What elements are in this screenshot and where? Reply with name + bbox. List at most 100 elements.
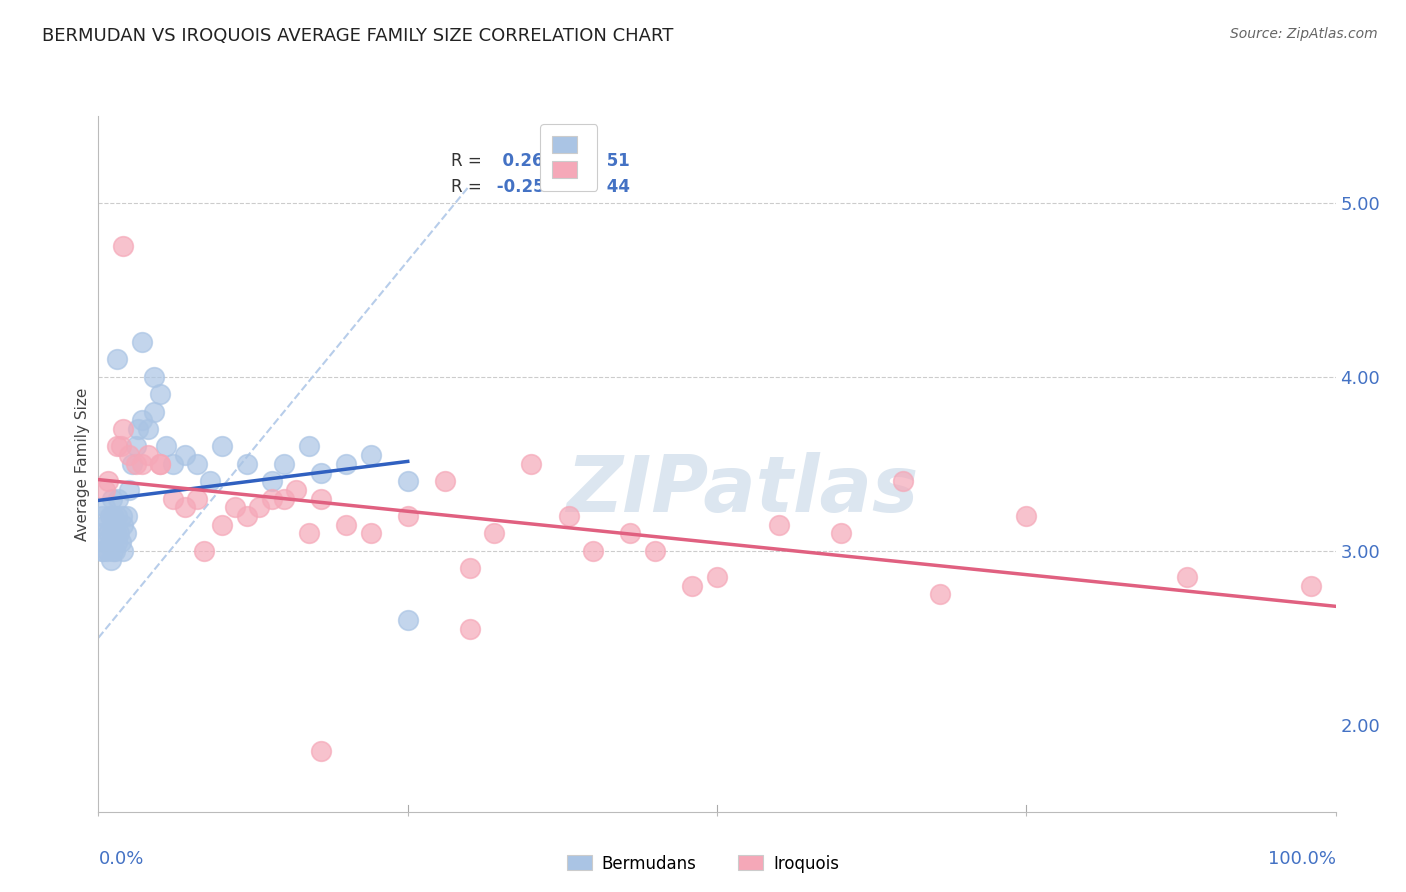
Point (198, 475, 221, 489)
Point (110, 440, 132, 454)
Point (706, 570, 728, 584)
Point (335, 517, 357, 532)
Point (127, 422, 149, 436)
Y-axis label: Average Family Size: Average Family Size (75, 387, 90, 541)
Point (91, 508, 114, 523)
Point (149, 457, 172, 471)
Point (93, 500, 115, 515)
Point (644, 544, 666, 558)
Text: 100.0%: 100.0% (1268, 850, 1336, 868)
Point (93, 517, 115, 532)
Point (100, 552, 122, 566)
Point (93, 544, 115, 558)
Point (260, 491, 283, 506)
Text: Source: ZipAtlas.com: Source: ZipAtlas.com (1230, 27, 1378, 41)
Point (298, 440, 321, 454)
Text: 0.0%: 0.0% (98, 850, 143, 868)
Point (1175, 570, 1198, 584)
Point (104, 526, 127, 541)
Point (105, 440, 128, 454)
Point (112, 422, 135, 436)
Point (94, 535, 117, 549)
Point (124, 440, 146, 454)
Point (136, 448, 159, 462)
Point (103, 508, 125, 523)
Point (101, 491, 124, 506)
Point (211, 517, 233, 532)
Point (360, 526, 382, 541)
Point (335, 457, 357, 471)
Point (557, 508, 579, 523)
Point (396, 508, 419, 523)
Point (112, 544, 135, 558)
Point (193, 544, 215, 558)
Point (309, 491, 332, 506)
Point (830, 526, 852, 541)
Text: -0.258: -0.258 (491, 178, 555, 196)
Text: ZIPatlas: ZIPatlas (565, 452, 918, 528)
Point (224, 500, 246, 515)
Point (103, 517, 125, 532)
Point (101, 526, 124, 541)
Text: N =: N = (564, 153, 595, 170)
Point (236, 508, 259, 523)
Point (110, 535, 132, 549)
Point (211, 440, 233, 454)
Point (131, 457, 153, 471)
Text: 44: 44 (600, 178, 630, 196)
Point (928, 587, 950, 601)
Point (891, 475, 914, 489)
Point (162, 457, 184, 471)
Point (681, 578, 703, 592)
Point (582, 544, 605, 558)
Point (93, 483, 115, 497)
Point (111, 508, 134, 523)
Point (273, 457, 295, 471)
Point (396, 475, 419, 489)
Point (1015, 508, 1038, 523)
Point (162, 491, 184, 506)
Point (90, 526, 112, 541)
Point (97, 526, 120, 541)
Point (143, 369, 166, 384)
Point (118, 448, 141, 462)
Point (114, 526, 136, 541)
Point (96, 544, 118, 558)
Point (131, 413, 153, 427)
Point (112, 517, 135, 532)
Point (768, 517, 790, 532)
Point (236, 457, 259, 471)
Point (143, 405, 166, 419)
Point (118, 483, 141, 497)
Point (433, 475, 456, 489)
Point (149, 457, 172, 471)
Point (107, 491, 129, 506)
Point (136, 422, 159, 436)
Point (174, 448, 197, 462)
Point (115, 508, 138, 523)
Text: R =: R = (451, 153, 482, 170)
Point (105, 352, 128, 367)
Point (1299, 578, 1322, 592)
Point (124, 457, 146, 471)
Text: 51: 51 (600, 153, 630, 170)
Point (149, 387, 172, 401)
Point (112, 239, 135, 253)
Point (105, 508, 128, 523)
Point (103, 544, 125, 558)
Point (285, 483, 308, 497)
Text: 0.267: 0.267 (491, 153, 555, 170)
Point (131, 334, 153, 349)
Point (98, 508, 121, 523)
Point (103, 544, 125, 558)
Point (186, 457, 208, 471)
Legend: Bermudans, Iroquois: Bermudans, Iroquois (560, 848, 846, 880)
Point (155, 440, 177, 454)
Text: BERMUDAN VS IROQUOIS AVERAGE FAMILY SIZE CORRELATION CHART: BERMUDAN VS IROQUOIS AVERAGE FAMILY SIZE… (42, 27, 673, 45)
Point (458, 622, 481, 636)
Point (520, 457, 543, 471)
Text: N =: N = (564, 178, 595, 196)
Point (108, 526, 131, 541)
Point (97, 475, 120, 489)
Point (91, 544, 114, 558)
